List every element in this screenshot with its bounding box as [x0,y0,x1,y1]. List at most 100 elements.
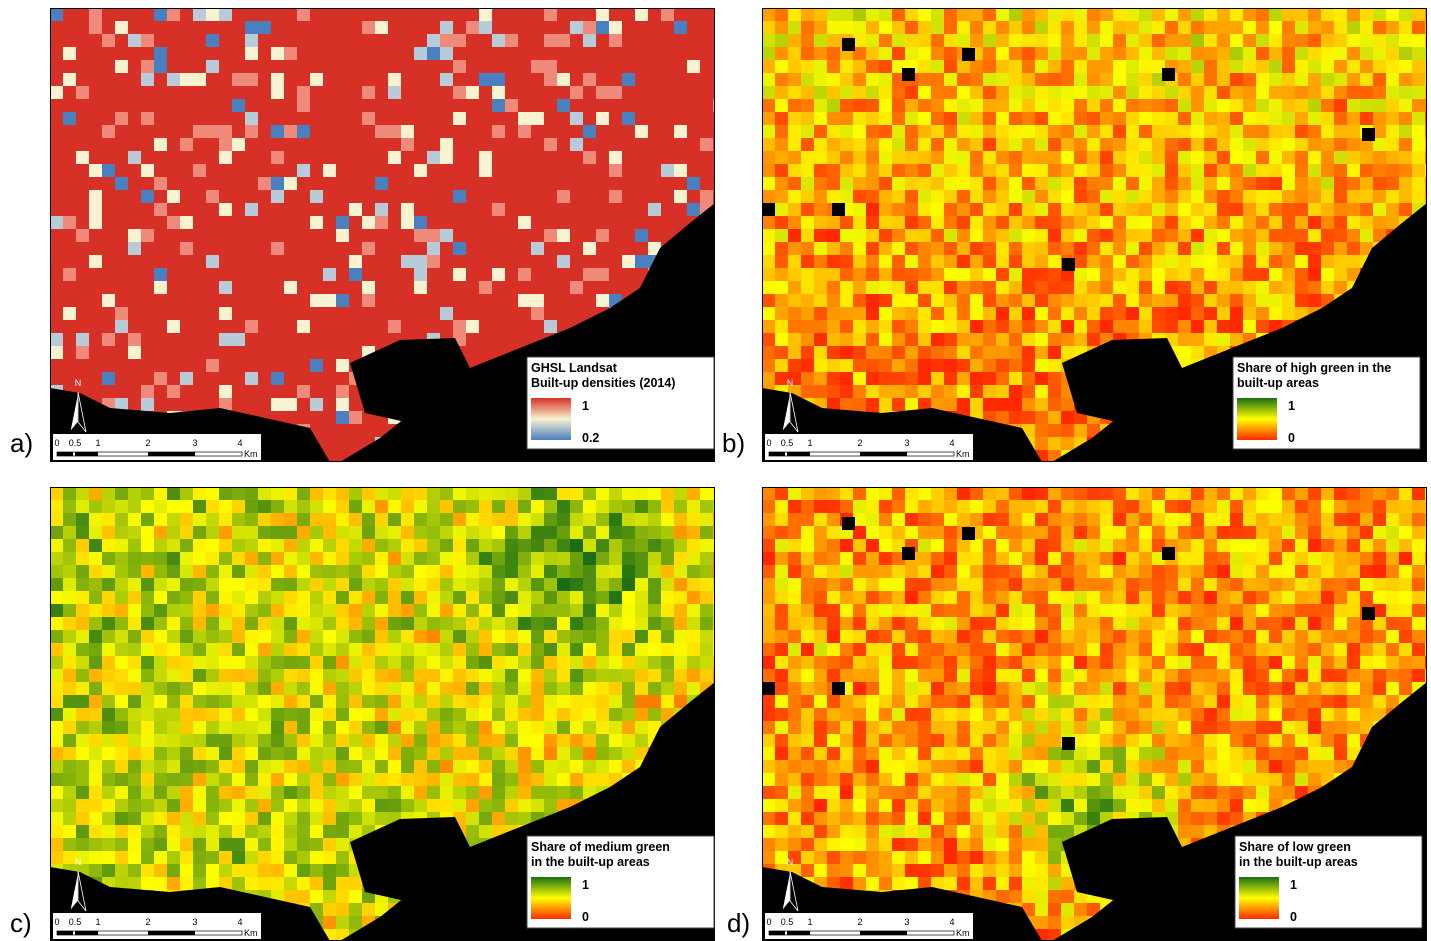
raster-cell [63,359,76,372]
raster-cell [648,513,661,526]
raster-cell [492,773,505,786]
raster-cell [414,255,427,268]
raster-cell [1087,320,1100,333]
raster-cell [518,21,531,34]
raster-cell [128,216,141,229]
raster-cell [1048,177,1061,190]
raster-cell [762,359,775,372]
raster-cell [401,487,414,500]
raster-cell [1282,190,1295,203]
raster-cell [284,47,297,60]
raster-cell [115,604,128,617]
raster-cell [141,268,154,281]
raster-cell [336,385,349,398]
raster-cell [63,281,76,294]
raster-cell [466,721,479,734]
raster-cell [1100,138,1113,151]
raster-cell [840,359,853,372]
raster-cell [284,177,297,190]
raster-cell [492,255,505,268]
raster-cell [518,125,531,138]
raster-cell [1191,86,1204,99]
raster-cell [1282,177,1295,190]
raster-cell [349,424,362,437]
raster-cell [401,760,414,773]
raster-cell [866,8,879,21]
raster-cell [970,281,983,294]
raster-cell [479,786,492,799]
raster-cell [128,294,141,307]
raster-cell [801,320,814,333]
raster-cell [827,151,840,164]
raster-cell [154,60,167,73]
raster-cell [1321,125,1334,138]
raster-cell [648,73,661,86]
raster-cell [661,643,674,656]
raster-cell [1061,151,1074,164]
raster-cell [141,8,154,21]
raster-cell [50,773,63,786]
raster-cell [609,112,622,125]
raster-cell [128,799,141,812]
raster-cell [944,359,957,372]
panel-label: a) [10,428,33,458]
raster-cell [427,112,440,125]
raster-cell [531,99,544,112]
raster-cell [128,604,141,617]
raster-cell [375,190,388,203]
raster-cell [206,216,219,229]
raster-cell [1347,242,1360,255]
raster-cell [1230,268,1243,281]
raster-cell [840,190,853,203]
raster-cell [596,216,609,229]
raster-cell [89,359,102,372]
raster-cell [1035,21,1048,34]
raster-cell [775,177,788,190]
raster-cell [245,216,258,229]
figure: N00.51234KmGHSL LandsatBuilt-up densitie… [0,0,1431,941]
raster-cell [362,565,375,578]
raster-cell [788,268,801,281]
raster-cell [427,552,440,565]
raster-cell [957,242,970,255]
raster-cell [50,734,63,747]
raster-cell [1282,242,1295,255]
raster-cell [1035,398,1048,411]
raster-cell [983,177,996,190]
raster-cell [63,138,76,151]
raster-cell [115,203,128,216]
raster-cell [1100,60,1113,73]
raster-cell [1321,177,1334,190]
raster-cell [1035,60,1048,73]
raster-cell [479,695,492,708]
raster-cell [557,656,570,669]
raster-cell [1022,346,1035,359]
raster-cell [827,242,840,255]
raster-cell [518,164,531,177]
raster-cell [362,190,375,203]
raster-cell [63,99,76,112]
raster-cell [866,99,879,112]
raster-cell [518,216,531,229]
raster-cell [232,656,245,669]
raster-cell [892,47,905,60]
raster-cell [1243,177,1256,190]
raster-cell [388,112,401,125]
raster-cell [1009,34,1022,47]
raster-cell [310,268,323,281]
raster-cell [388,125,401,138]
raster-cell [892,21,905,34]
raster-cell [788,60,801,73]
raster-cell [401,99,414,112]
raster-cell [453,721,466,734]
raster-cell [167,773,180,786]
raster-cell [440,138,453,151]
raster-cell [232,682,245,695]
raster-cell [1165,125,1178,138]
raster-cell [297,281,310,294]
raster-cell [1009,203,1022,216]
raster-cell [206,281,219,294]
raster-cell [570,552,583,565]
raster-cell [141,747,154,760]
raster-cell [479,34,492,47]
